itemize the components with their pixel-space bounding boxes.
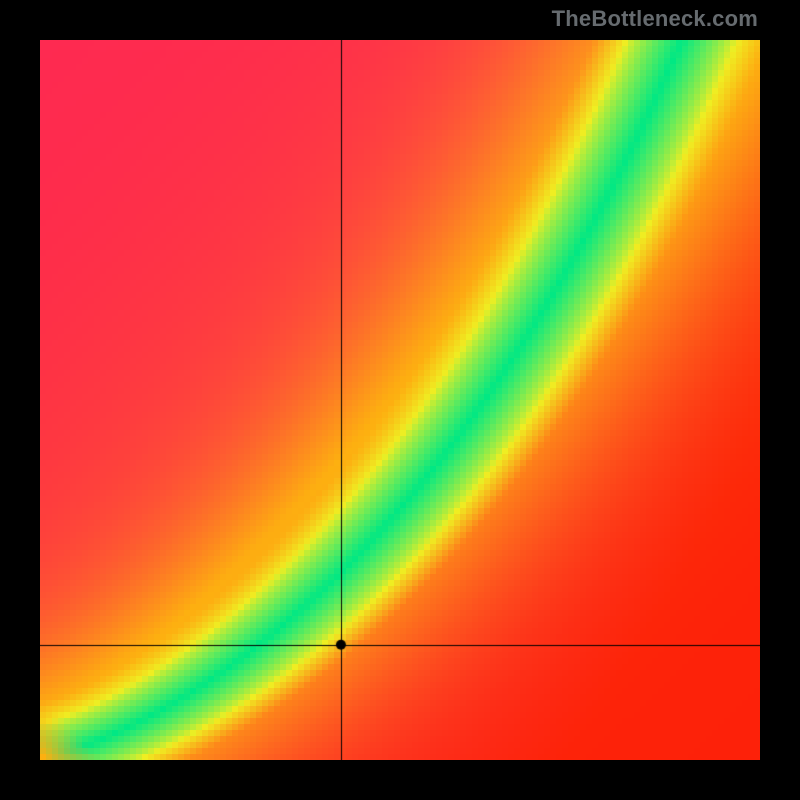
chart-container: TheBottleneck.com bbox=[0, 0, 800, 800]
bottleneck-heatmap bbox=[40, 40, 760, 760]
watermark-text: TheBottleneck.com bbox=[552, 6, 758, 32]
